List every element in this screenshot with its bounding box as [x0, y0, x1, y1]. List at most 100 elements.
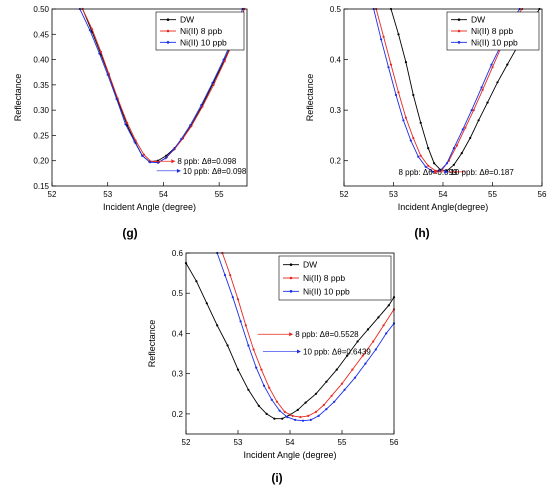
legend-marker: [289, 263, 293, 266]
data-point: [222, 58, 225, 61]
data-point: [445, 162, 449, 165]
x-tick-label: 54: [159, 190, 168, 199]
y-tick-label: 0.25: [33, 131, 49, 140]
x-axis-title: Incident Angle(degree): [398, 202, 489, 212]
annotation-arrowhead: [434, 169, 439, 174]
data-point: [419, 121, 422, 124]
y-tick-label: 0.5: [330, 5, 342, 14]
data-point: [409, 139, 412, 142]
x-tick-label: 53: [234, 438, 243, 447]
y-tick-label: 0.2: [172, 410, 184, 419]
data-point: [124, 123, 127, 126]
chart-panel-h: 52 53 54 55 56 0.2 0.3 0.4 0.5 Incident Angle(deg…: [305, 5, 547, 212]
data-point: [335, 368, 338, 371]
data-point: [195, 280, 198, 283]
data-point: [438, 169, 442, 172]
legend-label: Ni(II) 10 ppb: [471, 37, 518, 47]
legend-label: Ni(II) 8 ppb: [471, 26, 513, 36]
figure-label-i: (i): [271, 471, 282, 485]
data-point: [325, 408, 328, 411]
series-line-2: [216, 253, 394, 422]
data-point: [257, 404, 260, 407]
data-point: [464, 126, 467, 129]
data-point: [133, 140, 136, 143]
data-point: [452, 147, 455, 150]
data-point: [343, 388, 346, 391]
y-tick-label: 0.3: [172, 370, 184, 379]
data-point: [364, 362, 367, 365]
data-point: [419, 154, 422, 157]
data-point: [247, 388, 250, 391]
data-point: [211, 81, 214, 84]
data-point: [417, 155, 420, 158]
data-point: [216, 324, 219, 327]
y-axis-title: Reflectance: [147, 320, 157, 368]
data-point: [382, 324, 385, 327]
data-point: [470, 109, 473, 112]
data-point: [260, 368, 263, 371]
data-point: [330, 394, 333, 397]
data-point: [374, 348, 377, 351]
y-tick-label: 0.4: [172, 329, 184, 338]
data-point: [452, 163, 455, 166]
y-tick-label: 0.40: [33, 56, 49, 65]
data-point: [389, 63, 393, 66]
data-point: [480, 86, 483, 89]
data-point: [149, 161, 152, 164]
data-point: [314, 392, 318, 395]
x-tick-label: 55: [215, 190, 224, 199]
data-point: [294, 418, 297, 421]
data-point: [189, 124, 192, 127]
data-point: [472, 109, 475, 112]
data-point: [141, 154, 144, 157]
data-point: [491, 66, 494, 69]
y-tick-label: 0.3: [330, 106, 342, 115]
y-tick-label: 0.2: [330, 157, 342, 166]
data-point: [382, 35, 385, 38]
data-point: [281, 417, 284, 420]
data-point: [283, 410, 286, 413]
data-point: [98, 52, 101, 55]
y-tick-label: 0.6: [172, 249, 184, 258]
data-point: [164, 157, 167, 160]
data-point: [309, 418, 312, 421]
data-point: [106, 73, 109, 76]
data-point: [424, 165, 427, 168]
data-point: [397, 33, 400, 36]
data-point: [252, 348, 255, 351]
x-tick-label: 56: [538, 190, 547, 199]
data-point: [325, 380, 328, 383]
y-tick-label: 0.20: [33, 157, 49, 166]
data-point: [477, 119, 480, 122]
legend-marker: [166, 18, 170, 21]
data-point: [412, 93, 415, 97]
plot-frame: [51, 8, 248, 187]
y-tick-label: 0.30: [33, 106, 49, 115]
data-point: [346, 354, 349, 357]
legend-label: DW: [471, 15, 485, 25]
legend-marker: [289, 290, 293, 293]
data-point: [223, 274, 227, 277]
data-point: [353, 376, 357, 379]
data-point: [270, 398, 273, 401]
y-tick-label: 0.35: [33, 81, 49, 90]
legend-label: DW: [303, 260, 317, 270]
data-point: [402, 119, 405, 122]
y-tick-label: 0.5: [172, 289, 184, 298]
data-point: [296, 408, 299, 411]
data-point: [99, 50, 103, 54]
data-point: [275, 400, 279, 403]
x-tick-label: 55: [488, 190, 497, 199]
data-point: [291, 414, 294, 417]
figure-label-g: (g): [122, 226, 137, 240]
data-point: [255, 366, 258, 369]
data-point: [304, 401, 307, 404]
annotation-text: 10 ppb: Δθ=0.098: [183, 167, 247, 176]
data-point: [469, 136, 472, 140]
data-point: [372, 340, 375, 343]
legend-label: DW: [180, 15, 194, 25]
data-point: [278, 409, 281, 412]
annotation-arrowhead: [289, 332, 294, 337]
y-tick-label: 0.15: [33, 182, 49, 191]
annotation-text: 10 ppb: Δθ=0.6439: [303, 348, 371, 357]
